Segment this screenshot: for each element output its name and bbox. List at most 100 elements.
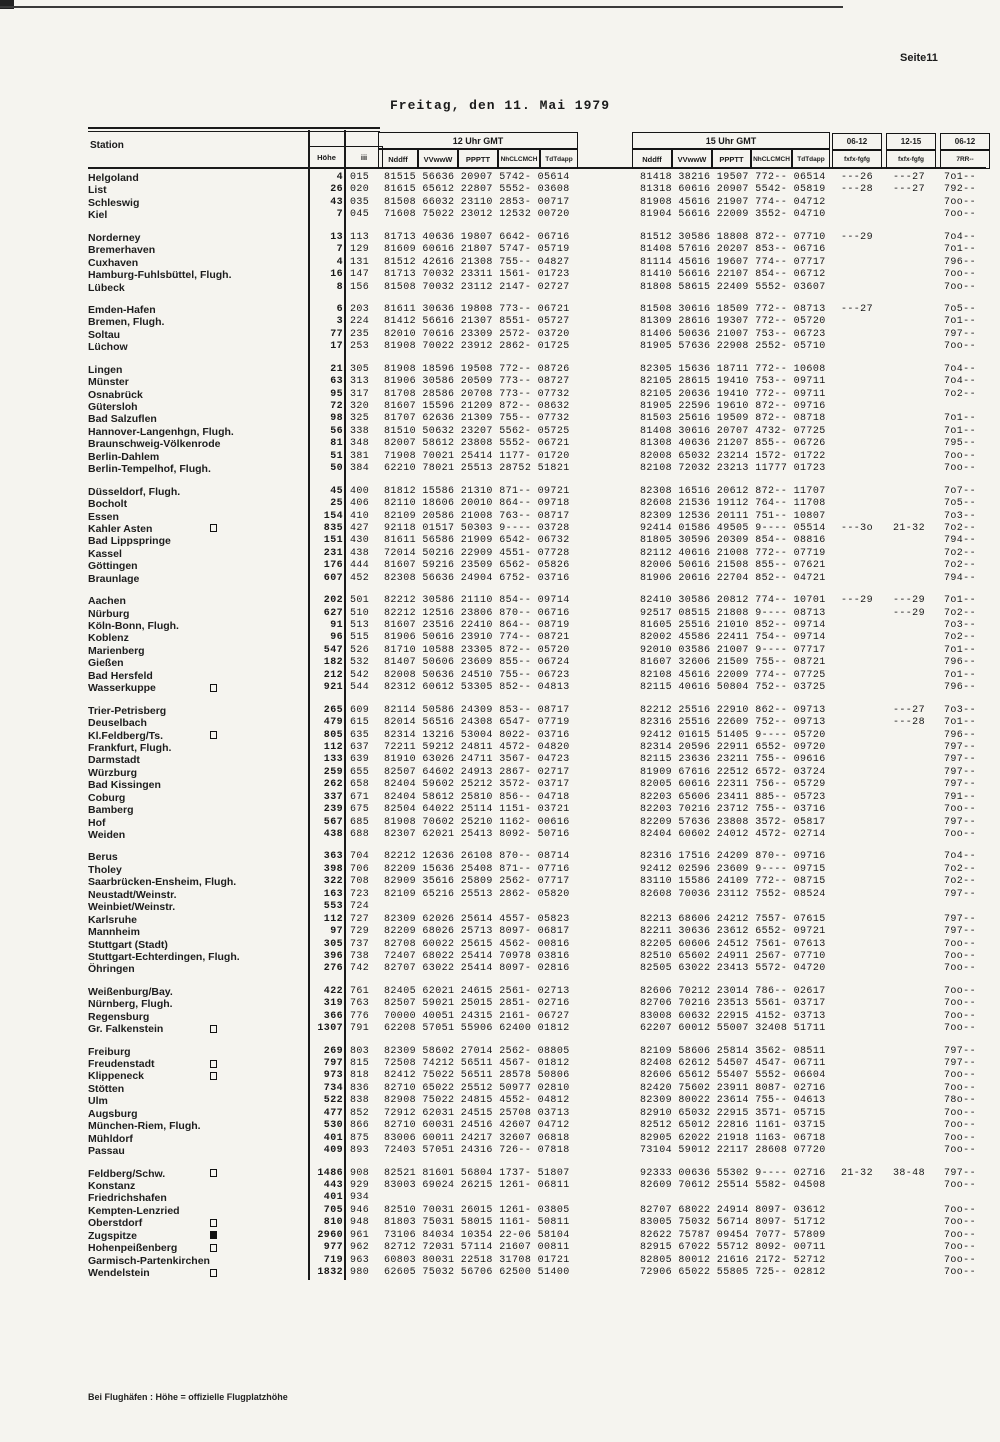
station-height: 26	[330, 184, 343, 196]
obs-15utc: 82609 70612 25514 5582- 04508	[640, 1179, 826, 1191]
station-number-iii: 427	[350, 522, 370, 534]
station-row: Lingen 21 305 81908 18596 19508 772-- 08726…	[88, 364, 993, 376]
wind-extreme-06-12: ---26	[840, 172, 873, 183]
obs-15utc: 82707 68022 24914 8097- 03612	[640, 1204, 826, 1216]
obs-15utc: 82305 15636 18711 772-- 10608	[640, 363, 826, 375]
station-height: 2960	[317, 1229, 343, 1241]
open-square-icon	[210, 1243, 217, 1252]
precip-7rr: 7oo--	[943, 269, 976, 281]
station-name: Berlin-Tempelhof, Flugh.	[88, 463, 211, 476]
station-height: 719	[323, 1254, 343, 1266]
station-row: Feldberg/Schw. 1486 908 82521 81601 56804 1…	[88, 1168, 993, 1180]
station-number-iii: 776	[350, 1010, 370, 1022]
station-name: Augsburg	[88, 1107, 138, 1120]
station-number-iii: 313	[350, 376, 370, 388]
station-height: 977	[323, 1242, 343, 1254]
precip-7rr: 7oo--	[943, 1267, 976, 1278]
precip-7rr: 797--	[943, 1167, 976, 1179]
obs-15utc: 81607 32606 21509 755-- 08721	[640, 657, 826, 669]
column-header-station: Station	[90, 140, 124, 151]
column-header-ppptt-15: PPPTT	[712, 149, 751, 169]
obs-12utc: 82008 50636 24510 755-- 06723	[384, 669, 570, 681]
wind-extreme-06-12: ---29	[840, 231, 873, 243]
obs-12utc: 81515 56636 20907 5742- 05614	[384, 172, 570, 183]
station-height: 7	[336, 209, 343, 221]
station-height: 401	[323, 1192, 343, 1204]
station-height: 734	[323, 1082, 343, 1094]
obs-12utc: 82212 12636 26108 870-- 08714	[384, 851, 570, 863]
station-height: 151	[323, 535, 343, 547]
station-number-iii: 156	[350, 281, 370, 293]
station-number-iii: 513	[350, 620, 370, 631]
station-number-iii: 685	[350, 816, 370, 828]
station-name: Bad Salzuflen	[88, 413, 157, 426]
station-number-iii: 948	[350, 1217, 370, 1229]
station-number-iii: 113	[350, 231, 370, 243]
station-row: Augsburg 477 852 72912 62031 24515 25708 03…	[88, 1108, 993, 1120]
station-height: 396	[323, 950, 343, 962]
station-number-iii: 348	[350, 438, 370, 450]
station-name: Kiel	[88, 209, 108, 222]
station-row: Münster 63 313 81906 30586 20509 773-- 0872…	[88, 376, 993, 388]
station-height: 276	[323, 963, 343, 975]
station-number-iii: 224	[350, 316, 370, 328]
station-row: Tholey 398 706 82209 15636 25408 871-- 0771…	[88, 864, 993, 876]
obs-15utc: 82408 62612 54507 4547- 06711	[640, 1058, 826, 1069]
station-height: 176	[323, 560, 343, 572]
obs-15utc: 83008 60632 22915 4152- 03713	[640, 1010, 826, 1022]
obs-15utc: 81512 30586 18808 872-- 07710	[640, 231, 826, 243]
station-name: Coburg	[88, 791, 126, 804]
station-row: Passau 409 893 72403 57051 24316 726-- 0781…	[88, 1145, 993, 1157]
station-number-iii: 866	[350, 1120, 370, 1132]
station-row: Weinbiet/Weinstr. 553 724	[88, 901, 993, 913]
obs-15utc: 82622 75787 09454 7077- 57809	[640, 1229, 826, 1241]
obs-12utc: 81908 70602 25210 1162- 00616	[384, 816, 570, 828]
obs-15utc: 81503 25616 19509 872-- 08718	[640, 413, 826, 425]
station-name: Öhringen	[88, 963, 135, 976]
obs-15utc: 82308 16516 20612 872-- 11707	[640, 485, 826, 497]
obs-15utc: 82109 58606 25814 3562- 08511	[640, 1045, 826, 1057]
station-row: Nürburg 627 510 82212 12516 23806 870-- 067…	[88, 608, 993, 620]
station-number-iii: 637	[350, 741, 370, 753]
station-row: Coburg 337 671 82404 58612 25810 856-- 0471…	[88, 792, 993, 804]
station-number-iii: 836	[350, 1082, 370, 1094]
obs-15utc: 82316 17516 24209 870-- 09716	[640, 851, 826, 863]
table-vline-right	[344, 130, 346, 1280]
obs-12utc: 81707 62636 21309 755-- 07732	[384, 413, 570, 425]
wind-extreme-12-15: ---29	[892, 595, 925, 607]
wind-extreme-12-15: ---27	[892, 184, 925, 196]
obs-12utc: 81611 30636 19808 773-- 06721	[384, 303, 570, 315]
obs-12utc: 81710 10588 23305 872-- 05720	[384, 644, 570, 656]
precip-7rr: 796--	[943, 729, 976, 741]
column-header-vvwww-15: VVwwW	[672, 149, 712, 169]
station-height: 72	[330, 401, 343, 412]
obs-12utc: 81609 60616 21807 5747- 05719	[384, 244, 570, 256]
precip-7rr: 7o7--	[943, 485, 976, 497]
precip-7rr: 7o2--	[943, 607, 976, 619]
obs-15utc: 82203 70216 23712 755-- 03716	[640, 804, 826, 816]
station-row: Deuselbach 479 615 82014 56516 24308 6547- …	[88, 717, 993, 729]
station-number-iii: 129	[350, 244, 370, 256]
station-number-iii: 688	[350, 829, 370, 840]
open-square-icon	[210, 683, 217, 692]
precip-7rr: 797--	[943, 816, 976, 828]
station-height: 13	[330, 231, 343, 243]
column-header-vvwww-12: VVwwW	[418, 149, 458, 169]
station-height: 97	[330, 926, 343, 938]
column-header-wind-06-12: 06-12	[832, 133, 882, 150]
station-name: Soltau	[88, 328, 121, 341]
station-name: Mühldorf	[88, 1132, 133, 1145]
station-name: Lüchow	[88, 341, 128, 354]
station-name: Kl.Feldberg/Ts.	[88, 729, 164, 742]
station-height: 25	[330, 498, 343, 510]
obs-12utc: 81607 59216 23509 6562- 05826	[384, 560, 570, 572]
station-height: 363	[323, 851, 343, 863]
station-number-iii: 406	[350, 498, 370, 510]
obs-12utc: 82109 20586 21008 763-- 08717	[384, 510, 570, 522]
obs-15utc: 81906 20616 22704 852-- 04721	[640, 572, 826, 584]
station-height: 322	[323, 876, 343, 888]
obs-12utc: 82909 35616 25809 2562- 07717	[384, 876, 570, 888]
station-name: Bad Lippspringe	[88, 535, 171, 548]
obs-15utc: 81904 56616 22009 3552- 04710	[640, 209, 826, 221]
precip-7rr: 796--	[943, 256, 976, 268]
